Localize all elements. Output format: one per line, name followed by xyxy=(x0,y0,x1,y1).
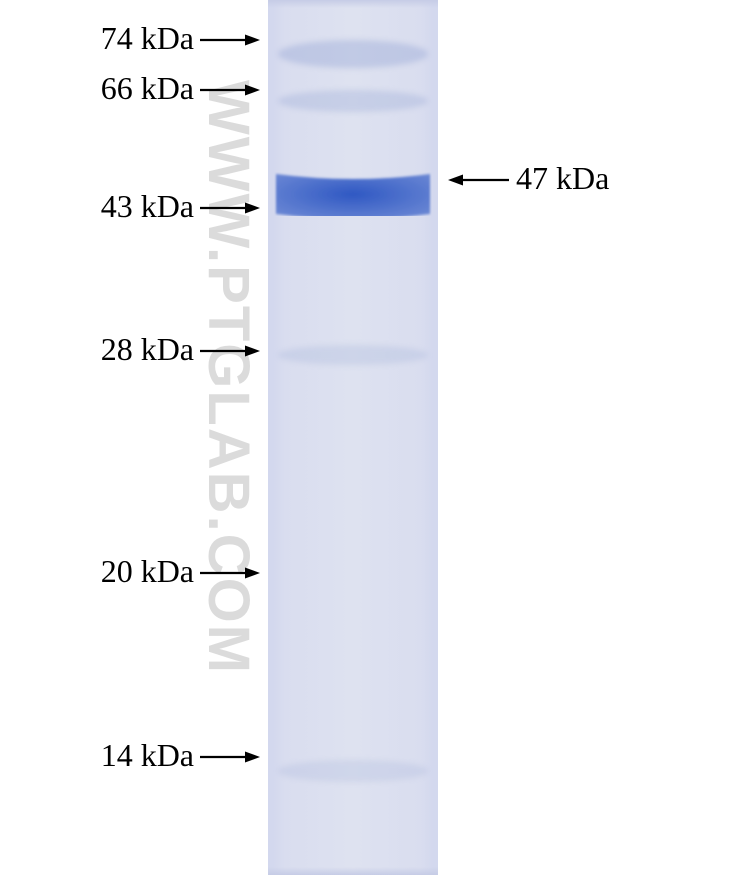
mw-marker-label: 14 kDa xyxy=(101,737,194,774)
gel-figure: WWW.PTGLAB.COM 74 kDa66 kDa43 kDa28 kDa2… xyxy=(0,0,740,883)
mw-marker-label: 74 kDa xyxy=(101,20,194,57)
mw-marker-label: 43 kDa xyxy=(101,188,194,225)
mw-marker-label: 28 kDa xyxy=(101,331,194,368)
mw-marker-label: 66 kDa xyxy=(101,70,194,107)
result-band-label: 47 kDa xyxy=(516,160,609,197)
mw-marker-label: 20 kDa xyxy=(101,553,194,590)
